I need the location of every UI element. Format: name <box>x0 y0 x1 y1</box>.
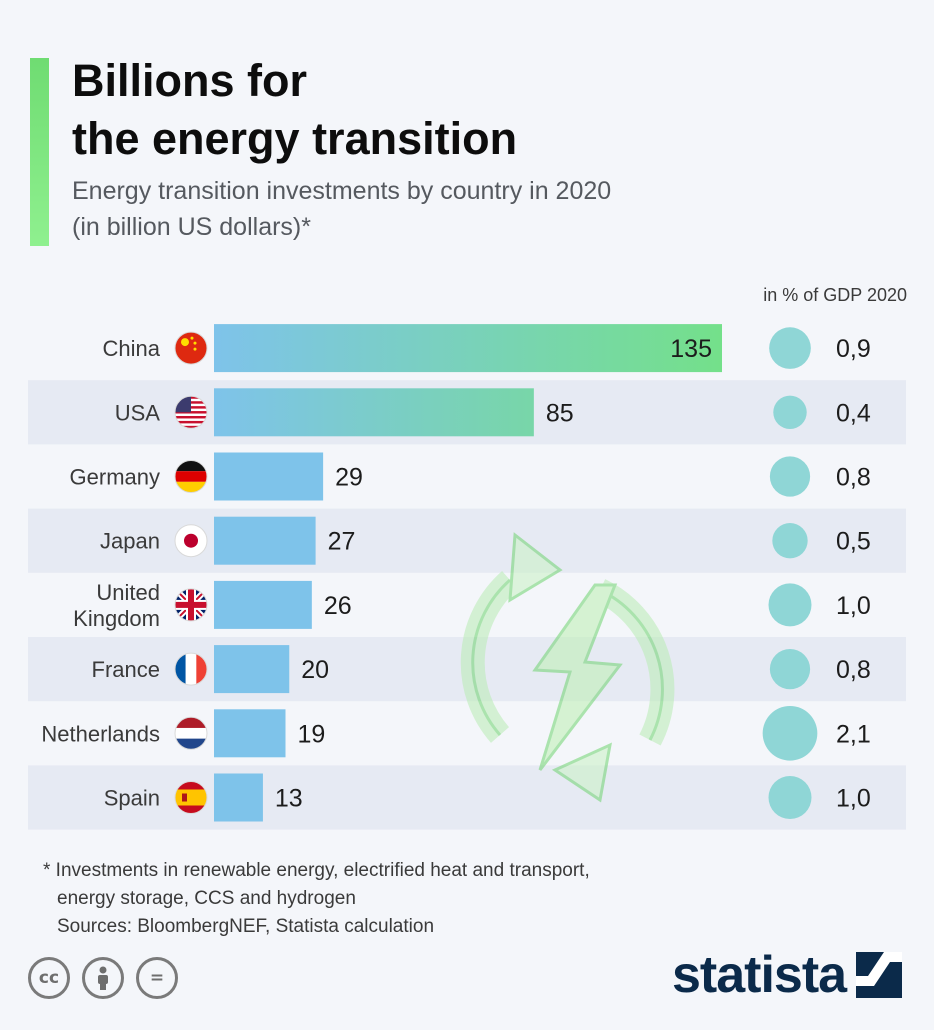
category-label: China <box>103 336 161 361</box>
gdp-share-label: 0,8 <box>836 464 871 492</box>
gdp-bubble <box>769 583 812 626</box>
value-label: 13 <box>275 785 303 813</box>
value-label: 135 <box>670 335 712 363</box>
person-icon <box>92 965 114 991</box>
gdp-bubble <box>763 706 818 761</box>
footnote-line-1: * Investments in renewable energy, elect… <box>43 857 903 885</box>
gdp-share-label: 0,4 <box>836 399 871 427</box>
flag-germany-icon <box>175 461 207 493</box>
bar-japan <box>214 517 316 565</box>
gdp-share-label: 2,1 <box>836 720 871 748</box>
gdp-bubble <box>769 776 812 819</box>
bar-germany <box>214 453 323 501</box>
statista-logo[interactable]: statista <box>672 945 902 1005</box>
statista-mark-icon <box>856 952 902 998</box>
category-label: United Kingdom <box>73 580 160 631</box>
brand-name: statista <box>672 945 846 1005</box>
flag-usa-icon <box>175 396 207 428</box>
gdp-bubble <box>769 327 811 369</box>
cc-icon[interactable]: cc <box>28 957 70 999</box>
gdp-share-label: 1,0 <box>836 785 871 813</box>
flag-netherlands-icon <box>175 717 207 749</box>
gdp-share-label: 0,9 <box>836 335 871 363</box>
flag-uk-icon <box>175 589 207 621</box>
gdp-share-label: 1,0 <box>836 592 871 620</box>
category-label: Spain <box>104 786 160 811</box>
value-label: 85 <box>546 399 574 427</box>
attribution-icon[interactable] <box>82 957 124 999</box>
flag-spain-icon <box>175 782 207 814</box>
category-label: Germany <box>70 465 160 490</box>
flag-france-icon <box>175 653 207 685</box>
bar-france <box>214 645 289 693</box>
gdp-share-label: 0,5 <box>836 528 871 556</box>
source-line: Sources: BloombergNEF, Statista calculat… <box>43 913 903 941</box>
footnote-line-2: energy storage, CCS and hydrogen <box>43 885 903 913</box>
bar-usa <box>214 388 534 436</box>
bar-netherlands <box>214 709 285 757</box>
gdp-bubble <box>770 456 810 496</box>
bar-spain <box>214 774 263 822</box>
gdp-bubble <box>773 396 806 429</box>
category-label: USA <box>115 400 161 425</box>
license-icons: cc = <box>28 957 178 999</box>
footnote: * Investments in renewable energy, elect… <box>43 857 903 941</box>
category-label: Japan <box>100 529 160 554</box>
value-label: 29 <box>335 464 363 492</box>
bar-united-kingdom <box>214 581 312 629</box>
category-label: France <box>92 657 160 682</box>
no-derivatives-icon[interactable]: = <box>136 957 178 999</box>
flag-china-icon <box>175 332 207 364</box>
gdp-bubble <box>772 523 807 558</box>
value-label: 27 <box>328 528 356 556</box>
bar-china <box>214 324 722 372</box>
value-label: 19 <box>297 720 325 748</box>
gdp-share-label: 0,8 <box>836 656 871 684</box>
value-label: 20 <box>301 656 329 684</box>
value-label: 26 <box>324 592 352 620</box>
flag-japan-icon <box>175 525 207 557</box>
category-label: Netherlands <box>41 721 160 746</box>
gdp-bubble <box>770 649 810 689</box>
